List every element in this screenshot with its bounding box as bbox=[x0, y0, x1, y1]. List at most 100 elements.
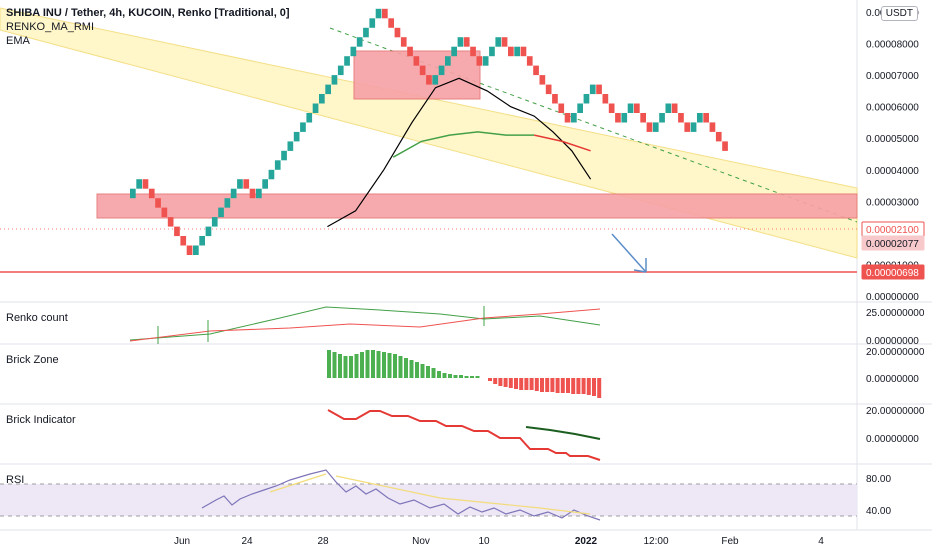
renko-brick bbox=[205, 226, 212, 237]
brick-zone-bar-down bbox=[571, 378, 576, 394]
brick-zone-bar-down bbox=[493, 378, 498, 384]
brick-zone-bar-down bbox=[534, 378, 539, 391]
indicator-ema[interactable]: EMA bbox=[6, 35, 30, 47]
renko-brick bbox=[646, 122, 653, 132]
brick-zone-bar-down bbox=[592, 378, 596, 396]
brick-zone-bar-up bbox=[398, 356, 403, 378]
renko-brick bbox=[451, 46, 457, 57]
renko-brick bbox=[161, 207, 168, 218]
brick-zone-bar-down bbox=[524, 378, 529, 390]
renko-brick bbox=[577, 103, 583, 113]
renko-brick bbox=[186, 245, 193, 255]
renko-brick bbox=[426, 75, 432, 85]
brick-zone-bar-up bbox=[426, 366, 430, 378]
renko-brick bbox=[558, 103, 565, 113]
renko-brick bbox=[256, 188, 262, 199]
brick-zone-bar-up bbox=[354, 354, 359, 378]
channel-midline bbox=[329, 27, 858, 223]
renko-brick bbox=[608, 103, 615, 113]
renko-brick bbox=[155, 198, 161, 208]
renko-brick bbox=[432, 75, 439, 85]
renko-brick bbox=[596, 84, 602, 95]
renko-brick bbox=[193, 245, 199, 255]
renko-brick bbox=[319, 94, 325, 104]
renko-brick bbox=[615, 113, 621, 123]
brick-zone-bar-down bbox=[597, 378, 602, 398]
brick-zone-bar-up bbox=[475, 376, 480, 378]
main-y-tick-label: 0.00000000 bbox=[866, 292, 919, 303]
renko-brick bbox=[174, 226, 180, 237]
x-axis-tick-label: Feb bbox=[721, 536, 739, 547]
brick-zone-bar-up bbox=[387, 353, 392, 378]
main-y-tick-label: 0.00007000 bbox=[866, 71, 919, 82]
renko-brick bbox=[520, 46, 527, 57]
renko-brick bbox=[262, 179, 268, 189]
renko-brick bbox=[274, 160, 281, 170]
renko-count-y-tick: 25.00000000 bbox=[866, 308, 925, 319]
renko-brick bbox=[375, 8, 382, 19]
ma-red-line bbox=[534, 134, 591, 152]
renko-brick bbox=[337, 65, 344, 76]
brick-zone-bar-down bbox=[540, 378, 544, 392]
pane-label-renko-count: Renko count bbox=[6, 312, 68, 324]
currency-badge[interactable]: USDT bbox=[880, 6, 918, 21]
brick-indicator-y-tick: 0.00000000 bbox=[866, 434, 919, 445]
renko-brick bbox=[413, 56, 420, 66]
brick-zone-bar-up bbox=[464, 376, 469, 378]
brick-zone-bar-down bbox=[560, 378, 565, 393]
renko-brick bbox=[199, 236, 205, 246]
renko-count-green bbox=[129, 306, 601, 341]
brick-zone-bar-down bbox=[488, 378, 492, 381]
brick-zone-bar-down bbox=[555, 378, 560, 393]
renko-brick bbox=[589, 84, 596, 95]
renko-brick bbox=[659, 113, 665, 123]
brick-zone-bar-up bbox=[470, 376, 474, 378]
price-label-text: 0.00002077 bbox=[866, 239, 919, 250]
renko-brick bbox=[482, 56, 489, 66]
renko-brick bbox=[369, 18, 376, 28]
chart-legend: SHIBA INU / Tether, 4h, KUCOIN, Renko [T… bbox=[6, 6, 290, 48]
renko-brick bbox=[678, 113, 684, 123]
indicator-renko-ma-rmi[interactable]: RENKO_MA_RMI bbox=[6, 21, 95, 33]
brick-zone-bar-down bbox=[519, 378, 524, 390]
brick-zone-bar-up bbox=[365, 350, 370, 378]
renko-count-red bbox=[129, 308, 601, 342]
x-axis-tick-label: Jun bbox=[174, 536, 190, 547]
renko-brick bbox=[136, 179, 142, 189]
brick-zone-bar-up bbox=[393, 354, 397, 378]
renko-brick bbox=[419, 65, 426, 76]
brick-zone-bar-up bbox=[327, 350, 331, 378]
rsi-trend-up bbox=[269, 473, 327, 493]
renko-brick bbox=[331, 75, 338, 85]
price-label-text: 0.00002100 bbox=[866, 225, 919, 236]
price-label-box bbox=[861, 264, 925, 280]
brick-zone-bar-down bbox=[581, 378, 586, 394]
renko-brick bbox=[237, 179, 243, 189]
renko-brick bbox=[703, 113, 709, 123]
symbol-title[interactable]: SHIBA INU / Tether, 4h, KUCOIN, Renko [T… bbox=[6, 7, 290, 19]
brick-zone-bar-up bbox=[415, 362, 419, 378]
renko-brick bbox=[230, 188, 237, 199]
renko-brick bbox=[180, 236, 187, 246]
renko-brick bbox=[665, 103, 672, 113]
main-y-tick-label: 0.00005000 bbox=[866, 134, 919, 145]
rsi-line bbox=[201, 469, 601, 521]
renko-brick bbox=[552, 94, 558, 104]
renko-brick bbox=[697, 113, 703, 123]
brick-zone-bar-down bbox=[508, 378, 513, 388]
renko-brick bbox=[293, 131, 300, 142]
renko-brick bbox=[249, 188, 256, 199]
brick-zone-bar-up bbox=[349, 356, 353, 378]
renko-brick bbox=[218, 207, 224, 218]
renko-brick bbox=[407, 46, 413, 57]
rsi-band bbox=[0, 484, 857, 516]
renko-brick bbox=[325, 84, 331, 95]
brick-zone-bar-up bbox=[332, 352, 337, 378]
renko-brick bbox=[457, 37, 464, 47]
renko-brick bbox=[627, 103, 634, 113]
brick-zone-y-tick: 0.00000000 bbox=[866, 374, 919, 385]
renko-brick bbox=[709, 122, 716, 132]
main-y-tick-label: 0.00003000 bbox=[866, 197, 919, 208]
